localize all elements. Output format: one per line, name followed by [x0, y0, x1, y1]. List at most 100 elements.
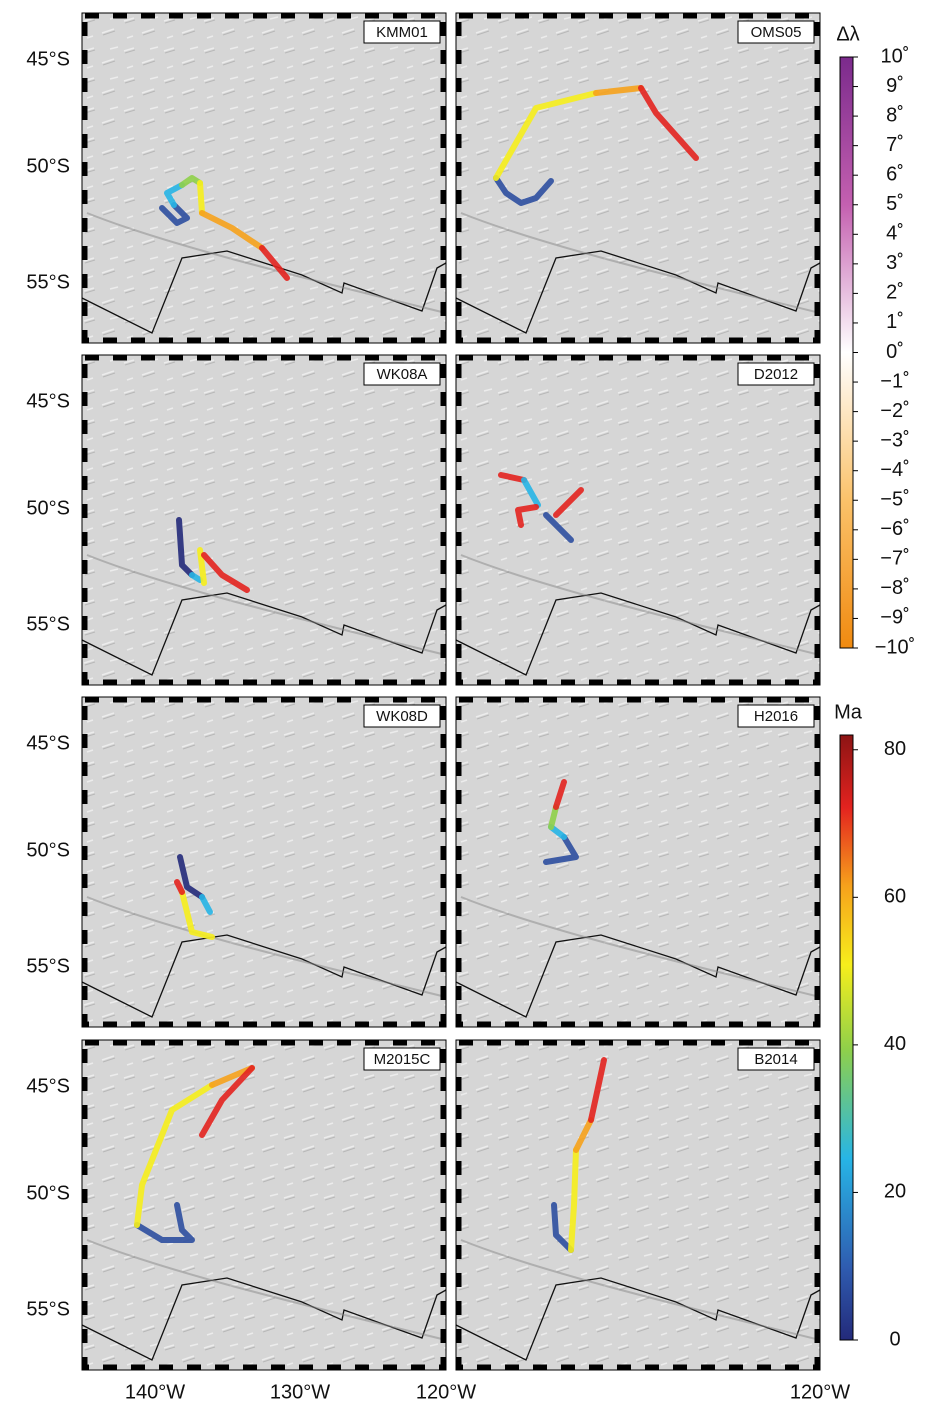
- map-panel: M2015C: [81, 1039, 447, 1371]
- panel-label: OMS05: [751, 24, 802, 41]
- colorbar-tick-label: −1˚: [880, 370, 909, 392]
- frame-dash: [82, 355, 446, 685]
- frame-dash: [82, 13, 446, 343]
- frame-outer: [455, 12, 821, 344]
- track: [199, 210, 265, 251]
- track: [179, 889, 215, 940]
- track: [189, 572, 203, 583]
- plate-boundary: [455, 250, 821, 334]
- lat-label: 50°S: [26, 839, 70, 861]
- map-background: [82, 13, 446, 343]
- track: [177, 854, 205, 900]
- colorbar-tick-label: −2˚: [880, 400, 909, 422]
- ridge-feature: [460, 1239, 821, 1341]
- track: [498, 472, 527, 483]
- panels: KMM01 45°S 50°S 55°S OMS05 WK08A 45°S 50°S 55°S D…: [26, 12, 850, 1403]
- frame-outer: [455, 696, 821, 1028]
- lat-label: 50°S: [26, 1182, 70, 1204]
- plate-boundary: [81, 250, 447, 334]
- lon-label: 120°W: [790, 1381, 850, 1403]
- map-panel: WK08A: [81, 354, 447, 686]
- track: [197, 547, 207, 586]
- lat-label: 45°S: [26, 732, 70, 754]
- colorbar-tick-label: 0: [889, 1328, 900, 1350]
- map-background: [82, 1040, 446, 1370]
- ridge-feature: [460, 896, 821, 998]
- colorbar-tick-label: 60: [884, 886, 906, 908]
- colorbar-tick-label: −5˚: [880, 489, 909, 511]
- track: [179, 175, 203, 188]
- track: [551, 1202, 574, 1253]
- map-panel: OMS05: [455, 12, 821, 344]
- map-background: [82, 355, 446, 685]
- map-background: [456, 697, 820, 1027]
- panel-label: KMM01: [376, 24, 428, 41]
- colorbar-tick-label: −3˚: [880, 429, 909, 451]
- lat-label: 50°S: [26, 497, 70, 519]
- panel-label: H2016: [754, 708, 798, 725]
- plate-boundary: [455, 934, 821, 1018]
- lon-label: 120°W: [416, 1381, 476, 1403]
- colorbar-tick-label: −4˚: [880, 459, 909, 481]
- plate-boundary: [81, 1277, 447, 1361]
- lat-label: 45°S: [26, 1075, 70, 1097]
- track: [197, 180, 205, 216]
- track: [259, 245, 290, 281]
- map-panel: WK08D: [81, 696, 447, 1028]
- track: [164, 182, 185, 208]
- plate-boundary: [455, 1277, 821, 1361]
- colorbar-tick-label: 3˚: [886, 252, 904, 274]
- panel-label: WK08D: [376, 708, 428, 725]
- track: [638, 85, 699, 161]
- frame-dash: [82, 1040, 446, 1370]
- colorbar-tick-label: 5˚: [886, 193, 904, 215]
- frame-dash: [456, 697, 820, 1027]
- colorbar-tick-label: −6˚: [880, 518, 909, 540]
- track: [568, 1147, 579, 1253]
- track: [176, 517, 195, 578]
- colorbar-title: Δλ: [836, 23, 859, 45]
- ridge-feature: [460, 212, 821, 314]
- colorbar-title: Ma: [834, 701, 863, 723]
- colorbar-tick-label: −9˚: [880, 607, 909, 629]
- plate-boundary: [81, 934, 447, 1018]
- track: [159, 202, 190, 226]
- frame-dash: [456, 1040, 820, 1370]
- colorbars: Δλ 10˚ 9˚ 8˚ 7˚ 6˚ 5˚ 4˚ 3˚ 2˚ 1˚ 0˚ −1˚ −2˚ −3˚ −4˚ −5˚…: [834, 23, 915, 1350]
- colorbar-tick-label: −10˚: [875, 636, 916, 658]
- colorbar-tick-label: 8˚: [886, 104, 904, 126]
- frame-outer: [81, 696, 447, 1028]
- lat-label: 55°S: [26, 613, 70, 635]
- lat-label: 55°S: [26, 271, 70, 293]
- track: [134, 1082, 215, 1228]
- map-background: [456, 1040, 820, 1370]
- panel-label-box: [363, 1047, 441, 1071]
- colorbar-tick-label: 10˚: [881, 45, 910, 67]
- ridge-feature: [460, 554, 821, 656]
- panel-label: D2012: [754, 366, 798, 383]
- lat-label: 45°S: [26, 390, 70, 412]
- ridge-feature: [86, 554, 447, 656]
- frame-outer: [81, 1039, 447, 1371]
- colorbar-tick-label: 4˚: [886, 223, 904, 245]
- frame-outer: [455, 354, 821, 686]
- panel-label-box: [737, 20, 815, 44]
- ridge-feature: [86, 1239, 447, 1341]
- frame-outer: [455, 1039, 821, 1371]
- map-panel: D2012: [455, 354, 821, 686]
- frame-dash: [456, 13, 820, 343]
- track: [515, 504, 539, 528]
- colorbar: [839, 734, 854, 1341]
- track: [199, 1065, 255, 1138]
- panel-label-box: [737, 362, 815, 386]
- lat-label: 55°S: [26, 955, 70, 977]
- plate-boundary: [81, 592, 447, 676]
- map-background: [82, 697, 446, 1027]
- map-panel: B2014: [455, 1039, 821, 1371]
- frame-outer: [81, 354, 447, 686]
- plate-boundary: [455, 592, 821, 676]
- colorbar-tick-label: 0˚: [886, 341, 904, 363]
- frame-dash: [82, 697, 446, 1027]
- panel-label: M2015C: [374, 1051, 431, 1068]
